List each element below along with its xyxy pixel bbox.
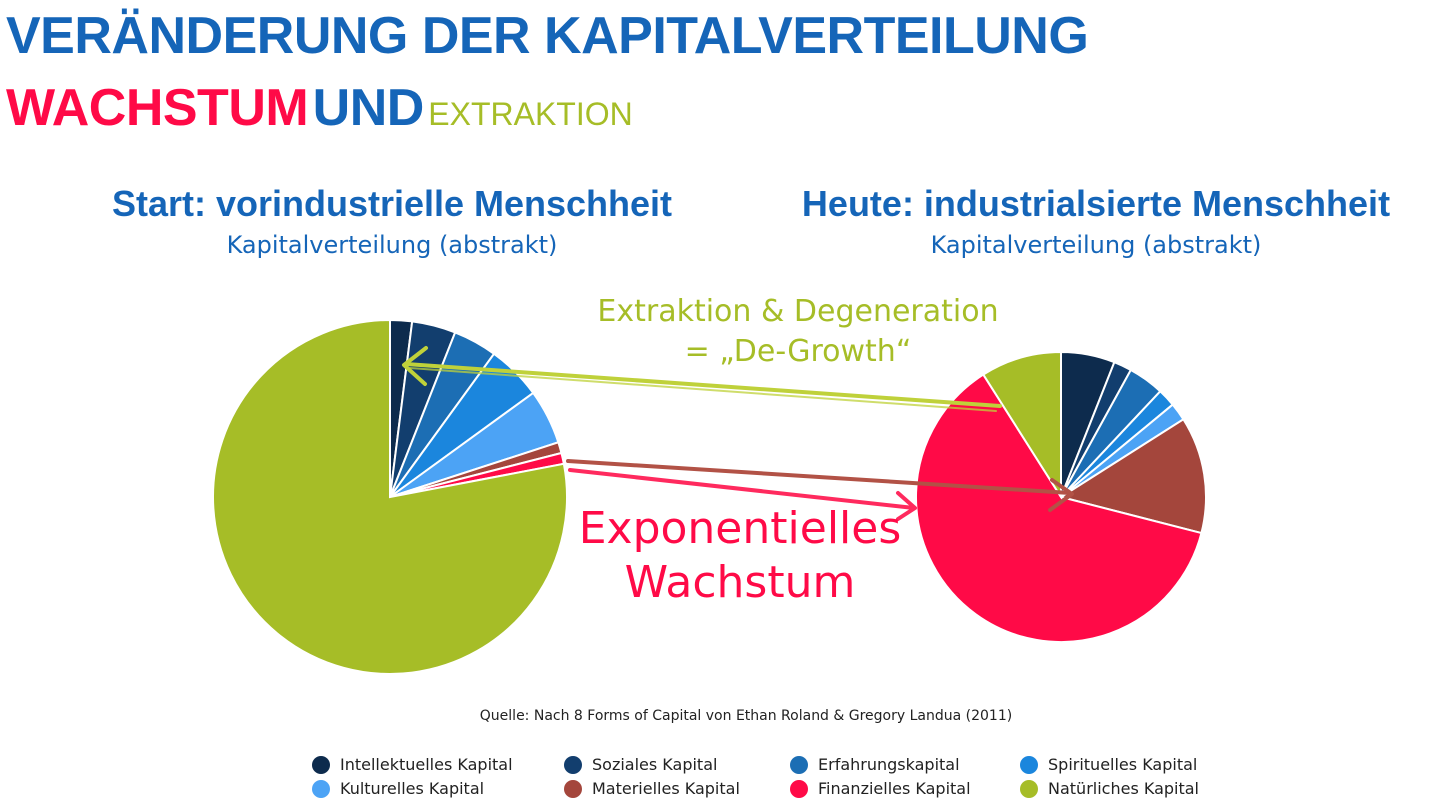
subtitle-and: UND	[312, 79, 425, 137]
left-pie-heading: Start: vorindustrielle Menschheit Kapita…	[90, 184, 694, 262]
legend-swatch	[564, 780, 582, 798]
right-pie-slice-materielles-kapital	[1058, 417, 1207, 535]
legend-swatch	[312, 780, 330, 798]
extraction-annotation-line2: = „De-Growth“	[684, 334, 912, 369]
right-pie-chart	[915, 350, 1207, 643]
legend-item-materielles-kapital: Materielles Kapital	[564, 778, 740, 800]
legend-label: Erfahrungskapital	[818, 755, 960, 774]
source-note: Quelle: Nach 8 Forms of Capital von Etha…	[479, 708, 1013, 724]
left-pie-title: Start: vorindustrielle Menschheit	[111, 183, 673, 224]
legend-item-kulturelles-kapital: Kulturelles Kapital	[312, 778, 484, 800]
growth-annotation-line2: Wachstum	[624, 557, 856, 608]
right-pie-heading: Heute: industrialsierte Menschheit Kapit…	[778, 184, 1414, 262]
legend-swatch	[312, 756, 330, 774]
right-pie-slice-natuerliches-kapital	[981, 350, 1062, 501]
legend-item-erfahrungskapital: Erfahrungskapital	[790, 754, 960, 776]
legend-label: Materielles Kapital	[592, 779, 740, 798]
right-pie-slice-finanzielles-kapital	[915, 373, 1203, 643]
chart-legend: Intellektuelles Kapital Soziales Kapital E…	[312, 754, 1232, 800]
legend-item-finanzielles-kapital: Finanzielles Kapital	[790, 778, 971, 800]
left-pie-chart	[212, 318, 568, 675]
left-pie-subtitle: Kapitalverteilung (abstrakt)	[226, 231, 558, 259]
page-title: VERÄNDERUNG DER KAPITALVERTEILUNG	[6, 7, 1089, 65]
legend-item-intellektuelles-kapital: Intellektuelles Kapital	[312, 754, 513, 776]
legend-label: Spirituelles Kapital	[1048, 755, 1198, 774]
growth-arrow	[566, 459, 1074, 521]
legend-swatch	[790, 756, 808, 774]
legend-item-soziales-kapital: Soziales Kapital	[564, 754, 717, 776]
left-pie-slice-natuerliches-kapital	[212, 318, 568, 675]
legend-label: Finanzielles Kapital	[818, 779, 971, 798]
subtitle-extraction: EXTRAKTION	[428, 96, 633, 132]
page-subtitle: WACHSTUM UND EXTRAKTION	[6, 78, 633, 151]
legend-label: Natürliches Kapital	[1048, 779, 1199, 798]
growth-annotation-line1: Exponentielles	[578, 503, 902, 554]
right-pie-title: Heute: industrialsierte Menschheit	[801, 183, 1391, 224]
extraction-annotation: Extraktion & Degeneration = „De-Growth“	[560, 292, 1036, 372]
subtitle-growth: WACHSTUM	[6, 79, 309, 137]
legend-label: Intellektuelles Kapital	[340, 755, 513, 774]
legend-swatch	[1020, 756, 1038, 774]
extraction-arrow	[402, 346, 1002, 412]
growth-annotation: Exponentielles Wachstum	[540, 502, 940, 610]
legend-swatch	[790, 780, 808, 798]
right-pie-subtitle: Kapitalverteilung (abstrakt)	[930, 231, 1262, 259]
legend-item-spirituelles-kapital: Spirituelles Kapital	[1020, 754, 1197, 776]
legend-swatch	[1020, 780, 1038, 798]
legend-label: Soziales Kapital	[592, 755, 718, 774]
legend-item-natuerliches-kapital: Natürliches Kapital	[1020, 778, 1199, 800]
legend-label: Kulturelles Kapital	[340, 779, 485, 798]
legend-swatch	[564, 756, 582, 774]
extraction-annotation-line1: Extraktion & Degeneration	[597, 294, 999, 329]
